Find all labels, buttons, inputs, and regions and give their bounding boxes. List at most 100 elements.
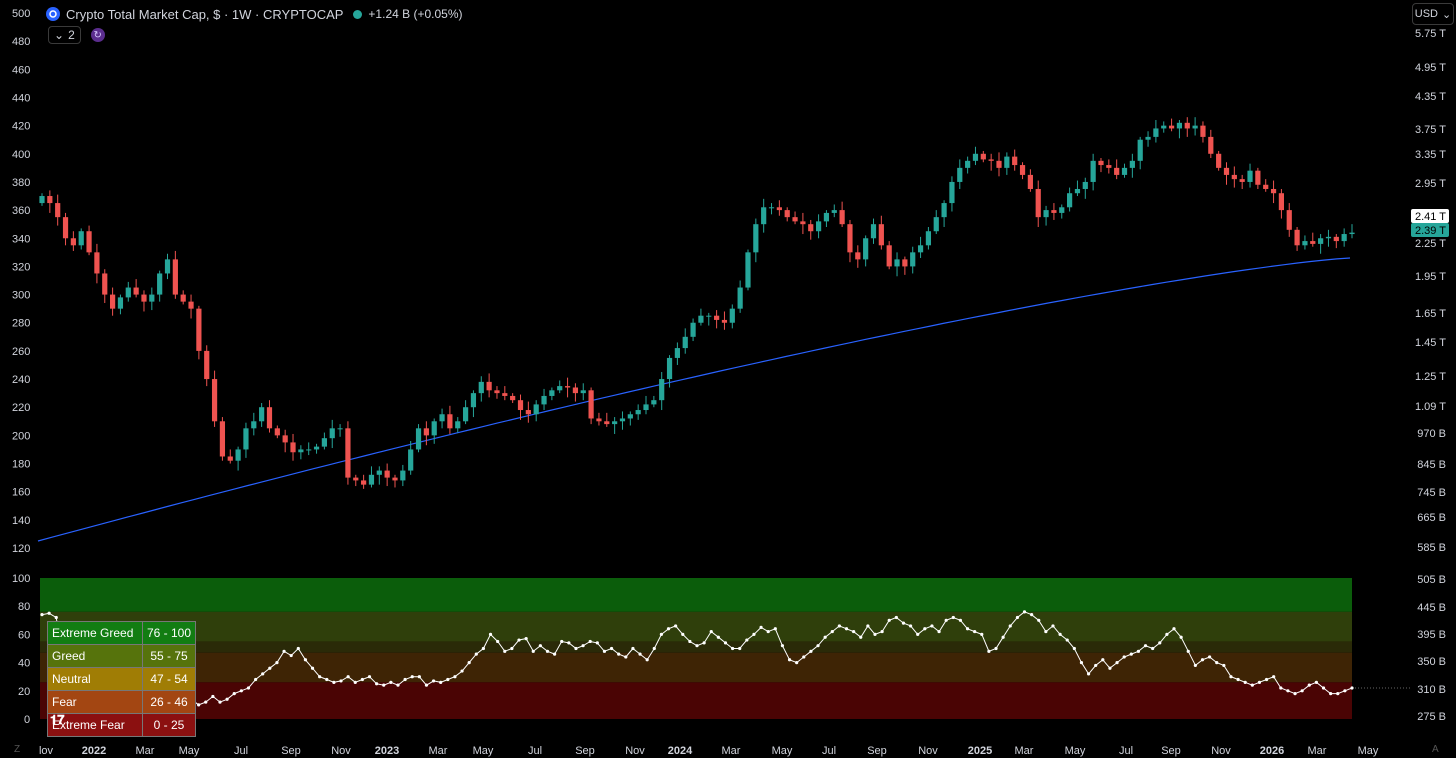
candle-body <box>78 231 84 246</box>
candle-body <box>651 400 657 405</box>
candle-body <box>1318 238 1324 244</box>
fgi-point <box>553 652 557 656</box>
right-tick-label: 445 B <box>1417 602 1446 614</box>
price-change: +1.24 B (+0.05%) <box>368 7 463 21</box>
fgi-point <box>503 649 507 653</box>
fgi-point <box>325 677 329 682</box>
left-tick-label: 480 <box>12 36 30 48</box>
candle-body <box>604 421 610 425</box>
x-tick-label: Mar <box>722 745 741 757</box>
fgi-tick-label: 40 <box>18 658 30 670</box>
chart-title[interactable]: Crypto Total Market Cap, $ · 1W · CRYPTO… <box>66 6 344 22</box>
fgi-point <box>795 661 799 665</box>
fgi-tick-label: 80 <box>18 601 30 613</box>
candle-body <box>1019 165 1026 175</box>
candle-body <box>1223 167 1230 175</box>
candle-body <box>925 231 932 246</box>
fgi-point <box>752 632 756 637</box>
candle-body <box>329 428 335 439</box>
fgi-point <box>1193 663 1197 668</box>
candle-body <box>635 410 641 415</box>
right-tick-label: 2.25 T <box>1415 238 1446 250</box>
currency-selector[interactable]: USD ⌄ <box>1412 3 1454 25</box>
candle-body <box>368 474 375 485</box>
candle-body <box>1208 136 1214 154</box>
candle-body <box>517 400 524 411</box>
fgi-point <box>1350 686 1354 690</box>
fgi-point <box>1108 666 1112 670</box>
fgi-point <box>1058 632 1062 637</box>
legend-range: 55 - 75 <box>150 649 188 663</box>
candle-body <box>1263 184 1269 189</box>
fgi-point <box>1101 658 1105 662</box>
fgi-point <box>567 641 571 645</box>
fgi-point <box>1293 692 1297 696</box>
fgi-point <box>745 638 749 642</box>
left-tick-label: 140 <box>12 515 30 527</box>
fgi-point <box>1272 675 1276 679</box>
fgi-point <box>1165 632 1169 637</box>
legend-label: Fear <box>48 691 143 713</box>
candle-body <box>486 381 492 391</box>
tradingview-logo-icon[interactable]: 𝟏𝟕 <box>50 712 65 727</box>
fgi-point <box>232 692 236 696</box>
fgi-point <box>816 644 820 648</box>
candle-body <box>745 252 751 288</box>
candle-body <box>729 308 735 323</box>
left-tick-label: 200 <box>12 430 30 442</box>
x-tick-label: 2026 <box>1260 745 1284 757</box>
candle-body <box>1278 193 1285 211</box>
price-tag <box>1411 209 1449 223</box>
fgi-point <box>738 646 742 651</box>
candle-body <box>1231 174 1237 180</box>
collapse-indicators-button[interactable]: ⌄ 2 <box>48 26 81 44</box>
refresh-icon[interactable]: ↻ <box>90 28 105 42</box>
right-tick-label: 4.95 T <box>1415 62 1446 74</box>
right-tick-label: 3.75 T <box>1415 124 1446 136</box>
candle-body <box>400 470 406 481</box>
right-tick-label: 1.09 T <box>1415 401 1446 413</box>
candle-body <box>674 348 680 358</box>
candle-body <box>1137 139 1143 161</box>
price-tag <box>1411 223 1449 237</box>
candle-body <box>870 224 877 239</box>
fgi-point <box>1072 646 1076 651</box>
candle-body <box>886 245 892 267</box>
fgi-point <box>1037 618 1041 622</box>
fgi-point <box>638 652 642 656</box>
candle-body <box>39 196 45 204</box>
x-tick-label: Sep <box>1161 745 1181 757</box>
symbol-icon[interactable] <box>46 7 60 21</box>
candle-body <box>863 238 869 260</box>
fgi-point <box>859 635 863 639</box>
candle-body <box>470 393 477 408</box>
candle-body <box>266 407 273 429</box>
x-tick-label: Jul <box>528 745 542 757</box>
candle-body <box>298 449 304 453</box>
fear-greed-legend: Extreme Greed 76 - 100 Greed 55 - 75 Neutral… <box>47 621 196 737</box>
candle-body <box>353 477 359 481</box>
fgi-point <box>310 666 315 670</box>
candle-body <box>274 428 280 436</box>
candle-body <box>1270 188 1277 194</box>
legend-row: Extreme Fear 0 - 25 <box>48 713 195 736</box>
candle-body <box>1012 156 1018 166</box>
candle-body <box>541 395 547 405</box>
legend-range: 0 - 25 <box>153 718 185 732</box>
candle-body <box>219 421 226 457</box>
legend-range: 76 - 100 <box>146 626 192 640</box>
candle-body <box>643 404 649 411</box>
fgi-point <box>403 677 407 682</box>
candle-body <box>800 221 806 225</box>
x-tick-label: lov <box>39 745 54 757</box>
fgi-zone <box>40 641 1352 653</box>
candle-body <box>392 477 398 481</box>
candle-body <box>776 207 782 211</box>
candle-body <box>1121 167 1128 175</box>
candle-body <box>447 414 453 429</box>
fgi-point <box>958 618 963 622</box>
currency-label: USD <box>1414 8 1438 20</box>
fgi-zone <box>40 682 1352 719</box>
fgi-point <box>844 627 849 631</box>
left-tick-label: 500 <box>12 8 30 20</box>
